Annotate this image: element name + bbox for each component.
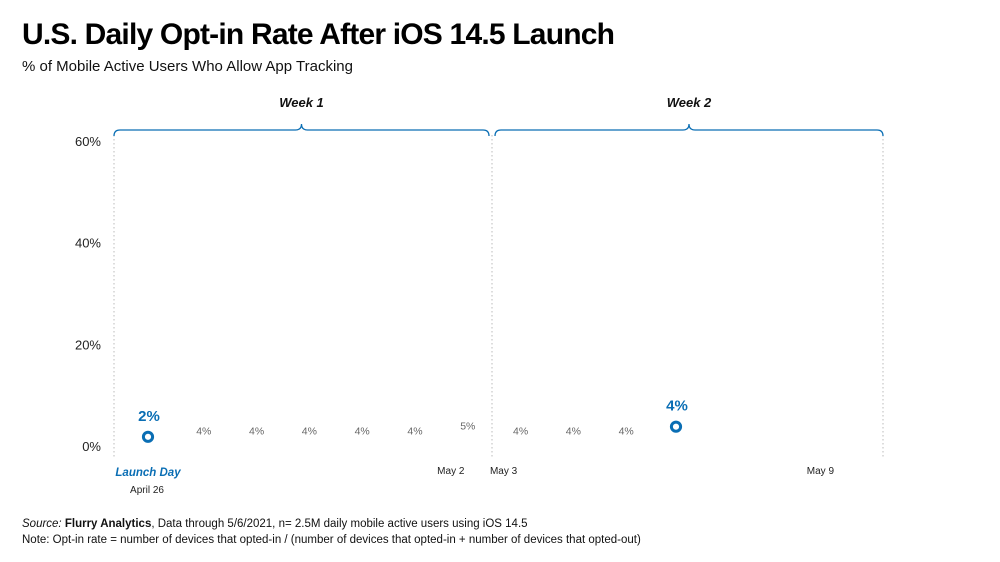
chart-area: 0% 20% 40% 60% Week 1 Week 2 Launch Day April 2… — [75, 95, 884, 496]
data-label: 4% — [566, 426, 581, 438]
data-label: 4% — [513, 426, 528, 438]
data-label: 2% — [138, 408, 160, 425]
data-label: 4% — [666, 398, 688, 415]
source-details: , Data through 5/6/2021, n= 2.5M daily m… — [151, 518, 528, 530]
week-brace — [494, 123, 884, 137]
data-label: 4% — [196, 426, 211, 438]
source-name: Flurry Analytics — [64, 518, 152, 530]
chart-title: U.S. Daily Opt-in Rate After iOS 14.5 La… — [22, 18, 615, 51]
chart-subtitle: % of Mobile Active Users Who Allow App T… — [22, 58, 353, 75]
week-label: Week 2 — [667, 95, 712, 110]
x-tick-label: May 2 — [437, 466, 465, 477]
data-point — [141, 430, 155, 443]
x-tag-label: Launch Day — [115, 467, 181, 479]
data-label: 4% — [407, 426, 422, 438]
data-label: 5% — [460, 421, 475, 433]
y-tick-label: 20% — [75, 337, 101, 352]
data-label: 4% — [249, 426, 264, 438]
y-tick-label: 60% — [75, 134, 101, 149]
x-tick-label: April 26 — [130, 485, 164, 496]
y-tick-label: 40% — [75, 236, 101, 251]
note-line: Note: Opt-in rate = number of devices th… — [22, 534, 641, 546]
x-tick-label: May 9 — [807, 466, 835, 477]
y-tick-label: 0% — [82, 439, 101, 454]
source-label: Source: — [22, 518, 62, 530]
data-point — [669, 420, 683, 433]
footer: Source: Flurry Analytics, Data through 5… — [22, 516, 641, 548]
data-label: 4% — [355, 426, 370, 438]
source-line: Source: Flurry Analytics, Data through 5… — [22, 516, 641, 532]
data-label: 4% — [302, 426, 317, 438]
week-brace — [113, 123, 490, 137]
data-label: 4% — [619, 426, 634, 438]
week-label: Week 1 — [279, 95, 324, 110]
x-tick-label: May 3 — [490, 466, 518, 477]
